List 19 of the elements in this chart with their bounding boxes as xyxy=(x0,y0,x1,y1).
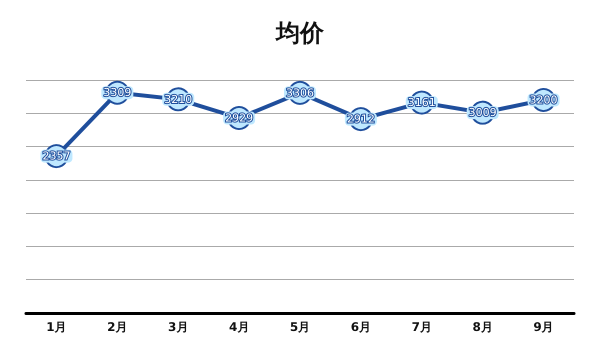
data-label: 3306 xyxy=(286,86,314,100)
data-label: 3200 xyxy=(530,93,558,106)
x-tick-label: 4月 xyxy=(228,320,250,334)
data-label: 2912 xyxy=(346,112,375,126)
data-label: 2929 xyxy=(225,112,254,125)
x-tick-label: 9月 xyxy=(533,320,554,334)
data-label: 3309 xyxy=(103,86,132,100)
data-label: 3009 xyxy=(468,106,497,120)
x-tick-label: 3月 xyxy=(168,320,188,334)
x-tick-label: 2月 xyxy=(107,320,128,334)
x-tick-label: 8月 xyxy=(472,320,493,334)
data-label: 3161 xyxy=(408,96,436,110)
data-label: 2357 xyxy=(42,150,70,163)
x-tick-label: 7月 xyxy=(412,320,432,334)
x-tick-label: 6月 xyxy=(350,320,372,334)
chart-title: 均价 xyxy=(274,19,325,47)
x-tick-label: 1月 xyxy=(46,320,67,334)
data-label: 3210 xyxy=(164,92,192,106)
x-tick-label: 5月 xyxy=(290,320,310,334)
